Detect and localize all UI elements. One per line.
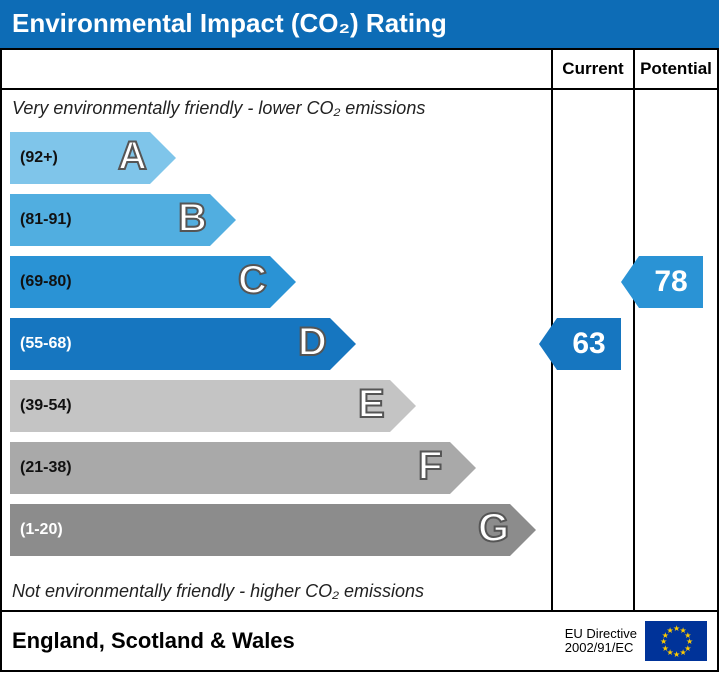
band-e: (39-54) E	[10, 380, 416, 432]
chart-body-row: Very environmentally friendly - lower CO…	[2, 90, 717, 612]
band-c: (69-80) C	[10, 256, 296, 308]
title-text: Environmental Impact (CO₂) Rating	[12, 8, 707, 39]
pointer-value: 63	[557, 318, 621, 370]
band-f: (21-38) F	[10, 442, 476, 494]
band-range: (39-54)	[20, 397, 72, 415]
eu-directive-text: EU Directive 2002/91/EC	[565, 627, 637, 656]
column-header-row: Current Potential	[2, 50, 717, 90]
caption-bottom: Not environmentally friendly - higher CO…	[12, 581, 424, 602]
band-range: (92+)	[20, 149, 58, 167]
eu-star-icon: ★	[673, 650, 680, 659]
pointer-potential: 78	[621, 256, 703, 308]
band-range: (21-38)	[20, 459, 72, 477]
band-letter: B	[178, 196, 207, 241]
band-b: (81-91) B	[10, 194, 236, 246]
eu-directive-l2: 2002/91/EC	[565, 641, 637, 655]
band-range: (1-20)	[20, 521, 63, 539]
bands-column: Very environmentally friendly - lower CO…	[2, 90, 553, 610]
band-g: (1-20) G	[10, 504, 536, 556]
column-header-empty	[2, 50, 553, 88]
pointer-current: 63	[539, 318, 621, 370]
eu-star-icon: ★	[667, 626, 674, 635]
title-bar: Environmental Impact (CO₂) Rating	[0, 0, 719, 49]
footer-row: England, Scotland & Wales EU Directive 2…	[2, 612, 717, 670]
band-letter: E	[358, 382, 385, 427]
band-range: (55-68)	[20, 335, 72, 353]
column-header-potential: Potential	[635, 50, 717, 88]
bar-area: (92+) A (81-91) B (69-80) C (55-68) D (39-54) E (2…	[10, 132, 545, 570]
band-letter: F	[418, 444, 442, 489]
band-letter: D	[298, 320, 327, 365]
eu-star-icon: ★	[680, 648, 687, 657]
eu-flag-icon: ★★★★★★★★★★★★	[645, 621, 707, 661]
column-header-current: Current	[553, 50, 635, 88]
rating-chart-wrap: Environmental Impact (CO₂) Rating Curren…	[0, 0, 719, 675]
caption-top: Very environmentally friendly - lower CO…	[12, 98, 425, 119]
footer-region: England, Scotland & Wales	[12, 628, 295, 654]
band-a: (92+) A	[10, 132, 176, 184]
eu-directive-l1: EU Directive	[565, 627, 637, 641]
footer-right: EU Directive 2002/91/EC ★★★★★★★★★★★★	[565, 621, 707, 661]
potential-column: 78	[635, 90, 717, 610]
band-range: (81-91)	[20, 211, 72, 229]
chart-frame: Current Potential Very environmentally f…	[0, 48, 719, 672]
band-range: (69-80)	[20, 273, 72, 291]
band-letter: G	[478, 506, 509, 551]
band-letter: C	[238, 258, 267, 303]
pointer-value: 78	[639, 256, 703, 308]
band-d: (55-68) D	[10, 318, 356, 370]
current-column: 63	[553, 90, 635, 610]
band-letter: A	[118, 134, 147, 179]
